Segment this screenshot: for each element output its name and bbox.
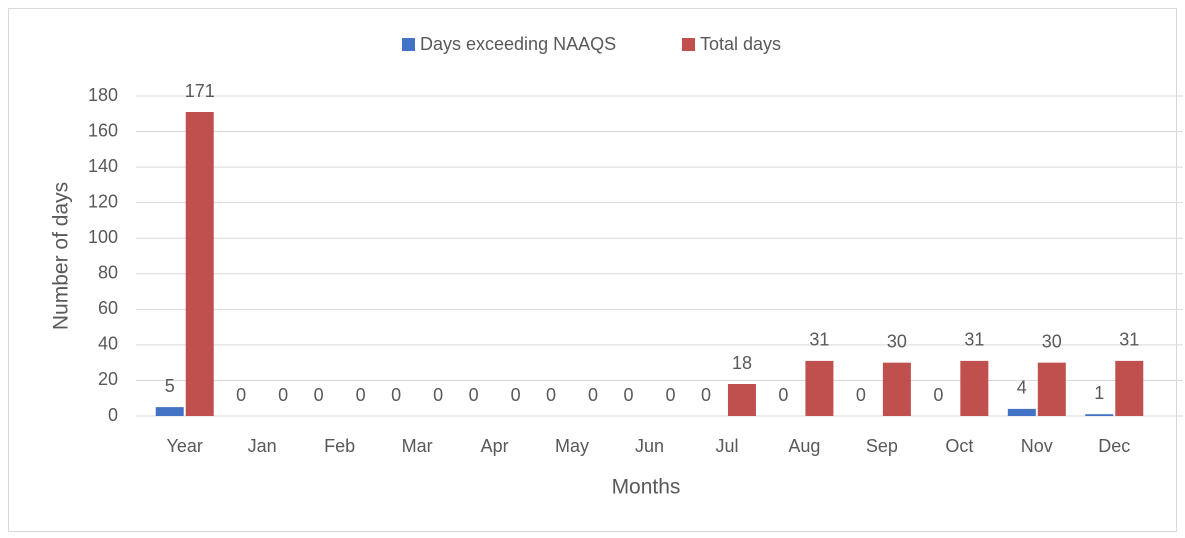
data-label: 0 (356, 385, 366, 405)
x-tick-label: Year (167, 436, 203, 456)
bar (1007, 408, 1036, 416)
data-label: 0 (511, 385, 521, 405)
data-label: 0 (623, 385, 633, 405)
bar (727, 384, 756, 416)
y-tick-label: 120 (88, 191, 118, 211)
x-tick-label: Jan (248, 436, 277, 456)
data-label: 18 (732, 353, 752, 373)
x-tick-label: Jun (635, 436, 664, 456)
data-label: 31 (809, 330, 829, 350)
data-label: 4 (1017, 378, 1027, 398)
bar (960, 360, 989, 416)
data-label: 0 (236, 385, 246, 405)
legend-swatch (402, 38, 415, 51)
x-tick-label: Nov (1021, 436, 1053, 456)
data-label: 0 (856, 385, 866, 405)
data-label: 1 (1094, 383, 1104, 403)
data-label: 171 (185, 81, 215, 101)
bar (1115, 360, 1144, 416)
bar (1037, 362, 1066, 416)
x-axis-title: Months (612, 476, 681, 499)
data-label: 0 (469, 385, 479, 405)
y-tick-label: 100 (88, 227, 118, 247)
data-label: 0 (701, 385, 711, 405)
data-label: 0 (778, 385, 788, 405)
legend-label: Total days (700, 34, 781, 54)
y-tick-label: 20 (98, 369, 118, 389)
x-tick-label: Apr (481, 436, 509, 456)
data-label: 0 (278, 385, 288, 405)
bar (185, 112, 214, 416)
bar (805, 360, 834, 416)
legend-swatch (682, 38, 695, 51)
y-tick-label: 160 (88, 120, 118, 140)
y-tick-label: 60 (98, 298, 118, 318)
data-label: 0 (546, 385, 556, 405)
data-label: 0 (391, 385, 401, 405)
data-label: 31 (1119, 330, 1139, 350)
y-axis-title: Number of days (50, 182, 73, 330)
bar (882, 362, 911, 416)
bar (155, 407, 184, 416)
y-tick-label: 40 (98, 334, 118, 354)
data-label: 0 (588, 385, 598, 405)
x-tick-label: Jul (715, 436, 738, 456)
data-label: 0 (933, 385, 943, 405)
data-label: 0 (433, 385, 443, 405)
bar (1085, 414, 1114, 416)
y-tick-label: 0 (108, 405, 118, 425)
data-label: 5 (165, 376, 175, 396)
x-tick-label: Aug (788, 436, 820, 456)
y-tick-label: 140 (88, 156, 118, 176)
x-tick-label: Feb (324, 436, 355, 456)
data-label: 30 (1042, 331, 1062, 351)
data-label: 30 (887, 331, 907, 351)
y-tick-label: 80 (98, 263, 118, 283)
x-tick-label: Oct (945, 436, 973, 456)
x-tick-label: Dec (1098, 436, 1130, 456)
data-label: 0 (665, 385, 675, 405)
data-label: 31 (964, 330, 984, 350)
x-tick-label: May (555, 436, 589, 456)
legend-label: Days exceeding NAAQS (420, 34, 616, 54)
x-tick-label: Mar (402, 436, 433, 456)
x-tick-label: Sep (866, 436, 898, 456)
y-tick-label: 180 (88, 85, 118, 105)
data-label: 0 (314, 385, 324, 405)
